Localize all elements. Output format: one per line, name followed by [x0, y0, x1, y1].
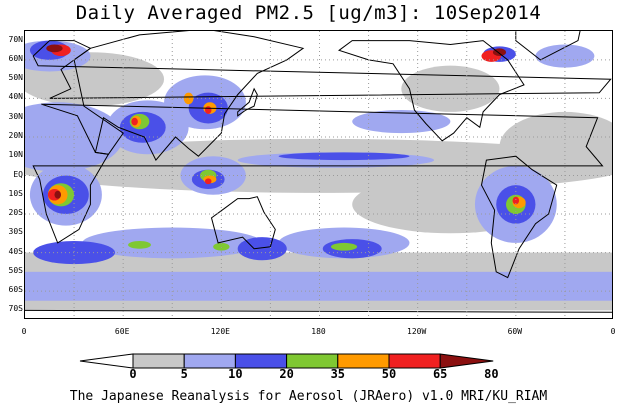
lat-label: 70N: [8, 34, 23, 44]
greenland-blue: [535, 44, 595, 68]
asia-coast: [73, 31, 305, 162]
colorbar-swatch: [183, 353, 236, 369]
lat-label: 50N: [8, 73, 23, 83]
lat-label: 10N: [8, 150, 23, 160]
lat-label: 30S: [8, 227, 23, 237]
colorbar-level-label: 80: [484, 367, 499, 381]
lon-label: 60E: [114, 327, 130, 336]
colorbar-level-label: 35: [330, 367, 346, 381]
atlantic-gray: [499, 111, 612, 182]
lon-label: 0: [21, 327, 27, 336]
lat-label: 60N: [8, 53, 23, 63]
itcz-deepblue: [278, 152, 410, 161]
africa-darkred: [54, 190, 61, 199]
lon-label: 120W: [407, 327, 427, 336]
europe-darkred: [46, 44, 63, 53]
footer-credit: The Japanese Reanalysis for Aerosol (JRA…: [69, 389, 548, 404]
pm25-contour-fields: [25, 40, 612, 311]
colorbar-max-arrow: [439, 353, 494, 369]
india-red: [131, 117, 138, 126]
colorbar-swatch: [132, 353, 185, 369]
colorbar: [79, 353, 494, 369]
brazil-red: [512, 196, 520, 205]
colorbar-level-label: 65: [432, 367, 448, 381]
greenland-coast: [515, 31, 581, 61]
colorbar-swatch: [234, 353, 288, 369]
japan-coast: [237, 87, 258, 117]
china-red: [204, 106, 212, 114]
indian-ocean-blue: [82, 227, 263, 259]
pacific-green: [330, 242, 358, 251]
pm25-map: [25, 31, 612, 318]
map-plot-area: [24, 30, 613, 319]
lat-label: 30N: [8, 111, 23, 121]
north-america-coast: [338, 40, 525, 142]
lon-label: 0: [610, 327, 616, 336]
south-america-coast: [480, 155, 558, 279]
europe-coast: [32, 40, 612, 99]
lat-label: 20N: [8, 130, 23, 140]
lat-label: 40N: [8, 92, 23, 102]
lat-label: 50S: [8, 265, 23, 275]
lat-label: 70S: [8, 304, 23, 314]
australia-coast: [210, 196, 276, 250]
lon-label: 120E: [210, 327, 230, 336]
colorbar-swatch: [286, 353, 339, 369]
australia-green: [213, 242, 230, 251]
colorbar-level-label: 0: [129, 367, 137, 381]
southern-ocean-blue-band: [25, 271, 612, 301]
indian-green: [128, 241, 151, 249]
colorbar-level-label: 50: [381, 367, 397, 381]
colorbar-level-label: 5: [180, 367, 188, 381]
north-pacific-blue: [352, 109, 451, 134]
lat-label: EQ: [13, 169, 23, 179]
colorbar-swatch: [337, 353, 390, 369]
africa-coast: [32, 103, 604, 244]
map-title: Daily Averaged PM2.5 [ug/m3]: 10Sep2014: [75, 2, 542, 24]
china-orange: [183, 92, 194, 105]
gridlines: [25, 31, 612, 318]
sahara-blue: [25, 102, 124, 172]
lon-label: 180: [311, 327, 326, 336]
lat-label: 40S: [8, 246, 23, 256]
australia-deepblue: [237, 237, 287, 261]
colorbar-min-arrow: [79, 353, 134, 369]
south-atlantic-deepblue: [33, 241, 115, 265]
colorbar-swatch: [388, 353, 441, 369]
north-america-gray: [401, 65, 500, 112]
lat-label: 20S: [8, 208, 23, 218]
colorbar-level-label: 10: [228, 367, 243, 381]
colorbar-level-label: 20: [279, 367, 294, 381]
lat-label: 60S: [8, 285, 23, 295]
lon-label: 60W: [507, 327, 523, 336]
lat-label: 10S: [8, 188, 23, 198]
indonesia-red: [204, 178, 212, 185]
